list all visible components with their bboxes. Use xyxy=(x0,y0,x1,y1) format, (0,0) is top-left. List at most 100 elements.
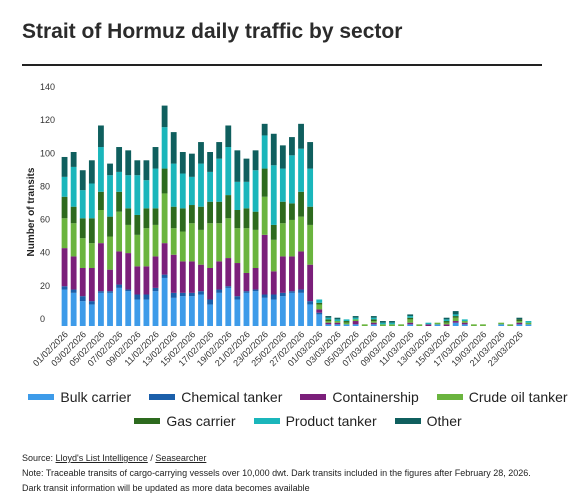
bar-segment-bulk-carrier xyxy=(107,292,113,326)
bar-segment-bulk-carrier xyxy=(316,314,323,326)
y-tick-label: 40 xyxy=(40,248,50,258)
bar-segment-crude-oil-tanker xyxy=(143,228,150,267)
bar-segment-gas-carrier xyxy=(516,319,523,322)
bar-segment-chemical-tanker xyxy=(270,294,277,300)
bar-segment-product-tanker xyxy=(243,181,250,209)
source-link-seasearcher[interactable]: Seasearcher xyxy=(155,453,207,463)
bar-segment-other xyxy=(289,137,295,156)
bar-segment-chemical-tanker xyxy=(261,294,268,298)
bar-segment-containership xyxy=(125,253,132,290)
bar-segment-product-tanker xyxy=(370,317,377,320)
bar-segment-gas-carrier xyxy=(234,210,241,229)
bar-segment-crude-oil-tanker xyxy=(461,321,468,323)
bar-segment-crude-oil-tanker xyxy=(207,223,213,268)
bar-segment-product-tanker xyxy=(443,319,450,322)
bar-segment-bulk-carrier xyxy=(207,304,213,326)
bar-segment-bulk-carrier xyxy=(461,324,468,326)
bar-segment-other xyxy=(79,170,86,191)
legend-swatch xyxy=(436,394,463,400)
y-axis-ticks: 0 20 40 60 80 100 120 140 xyxy=(40,82,55,324)
note-line-1: Note: Traceable transits of cargo-carryi… xyxy=(22,468,531,478)
bar-segment-containership xyxy=(225,258,232,287)
bar-segment-crude-oil-tanker xyxy=(370,321,377,323)
bar-segment-product-tanker xyxy=(389,322,395,325)
bar-segment-bulk-carrier xyxy=(88,304,95,326)
y-tick-label: 100 xyxy=(40,148,55,158)
bar-segment-gas-carrier xyxy=(325,319,332,322)
bar-segment-crude-oil-tanker xyxy=(443,322,450,325)
source-link-lloyds[interactable]: Lloyd's List Intelligence xyxy=(55,453,148,463)
bar-segment-bulk-carrier xyxy=(161,277,168,326)
y-tick-label: 60 xyxy=(40,215,50,225)
bar-segment-other xyxy=(143,160,150,181)
note-line-2: Dark transit information will be updated… xyxy=(22,483,310,493)
bar-segment-bulk-carrier xyxy=(370,324,377,326)
bar-segment-chemical-tanker xyxy=(298,289,304,293)
bar-segment-gas-carrier xyxy=(207,201,213,224)
bar-segment-containership xyxy=(279,256,286,293)
bar-segment-bulk-carrier xyxy=(352,324,359,326)
bar-segment-containership xyxy=(134,266,141,295)
bar-segment-bulk-carrier xyxy=(170,297,177,326)
bar-segment-other xyxy=(188,153,195,177)
bar-segment-chemical-tanker xyxy=(170,292,177,298)
y-tick-label: 0 xyxy=(40,314,45,324)
chart-title: Strait of Hormuz daily traffic by sector xyxy=(22,20,403,43)
bar-segment-chemical-tanker xyxy=(98,291,104,293)
bar-segment-product-tanker xyxy=(380,322,386,325)
bar-segment-crude-oil-tanker xyxy=(525,322,532,325)
bar-segment-product-tanker xyxy=(134,175,141,215)
bar-segment-bulk-carrier xyxy=(289,292,295,326)
bar-segment-gas-carrier xyxy=(143,208,150,229)
bar-segment-crude-oil-tanker xyxy=(398,324,405,326)
bar-segment-gas-carrier xyxy=(252,211,259,230)
legend-label: Crude oil tanker xyxy=(468,389,568,405)
bar-segment-chemical-tanker xyxy=(234,296,241,300)
bar-segment-gas-carrier xyxy=(98,191,104,210)
x-axis-ticks: 01/02/202603/02/202605/02/202607/02/2026… xyxy=(31,329,525,368)
bar-segment-product-tanker xyxy=(98,147,104,192)
bar-segment-bulk-carrier xyxy=(143,299,150,326)
bar-segment-crude-oil-tanker xyxy=(380,324,386,326)
legend-item-chemical-tanker: Chemical tanker xyxy=(149,389,282,405)
bar-segment-containership xyxy=(116,251,123,285)
legend-swatch xyxy=(134,418,161,424)
bar-segment-gas-carrier xyxy=(452,316,459,318)
legend-item-crude-oil-tanker: Crude oil tanker xyxy=(436,389,568,405)
bar-segment-crude-oil-tanker xyxy=(134,234,141,267)
bar-segment-crude-oil-tanker xyxy=(279,223,286,257)
bar-segment-bulk-carrier xyxy=(343,324,350,326)
bars xyxy=(61,105,532,326)
bar-segment-gas-carrier xyxy=(343,321,350,323)
bar-segment-chemical-tanker xyxy=(188,292,195,297)
bar-segment-bulk-carrier xyxy=(198,294,204,326)
bar-segment-product-tanker xyxy=(307,168,314,207)
source-line: Source: Lloyd's List Intelligence / Seas… xyxy=(22,451,572,466)
bar-segment-other xyxy=(107,163,113,176)
bar-segment-product-tanker xyxy=(143,180,150,209)
bar-segment-other xyxy=(298,123,304,149)
bar-segment-gas-carrier xyxy=(107,216,113,237)
bar-segment-crude-oil-tanker xyxy=(70,223,77,257)
bar-segment-other xyxy=(161,105,168,128)
bar-segment-crude-oil-tanker xyxy=(325,321,332,323)
bar-segment-chemical-tanker xyxy=(179,292,186,297)
bar-segment-chemical-tanker xyxy=(88,301,95,305)
bar-segment-product-tanker xyxy=(325,317,332,320)
bar-segment-other xyxy=(407,314,414,317)
bar-segment-bulk-carrier xyxy=(298,292,304,326)
legend-row: Gas carrier Product tanker Other xyxy=(48,410,548,432)
bar-segment-containership xyxy=(270,271,277,295)
bar-segment-product-tanker xyxy=(88,183,95,219)
bar-segment-other xyxy=(452,311,459,315)
bar-segment-chemical-tanker xyxy=(143,294,150,300)
bar-segment-other xyxy=(243,158,250,182)
bar-segment-containership xyxy=(516,322,523,325)
bar-segment-chemical-tanker xyxy=(252,289,259,292)
bar-segment-bulk-carrier xyxy=(179,296,186,326)
bar-segment-chemical-tanker xyxy=(307,301,314,305)
bar-segment-other xyxy=(389,321,395,323)
bar-segment-crude-oil-tanker xyxy=(352,319,359,322)
bar-segment-gas-carrier xyxy=(198,206,204,230)
source-prefix: Source: xyxy=(22,453,56,463)
